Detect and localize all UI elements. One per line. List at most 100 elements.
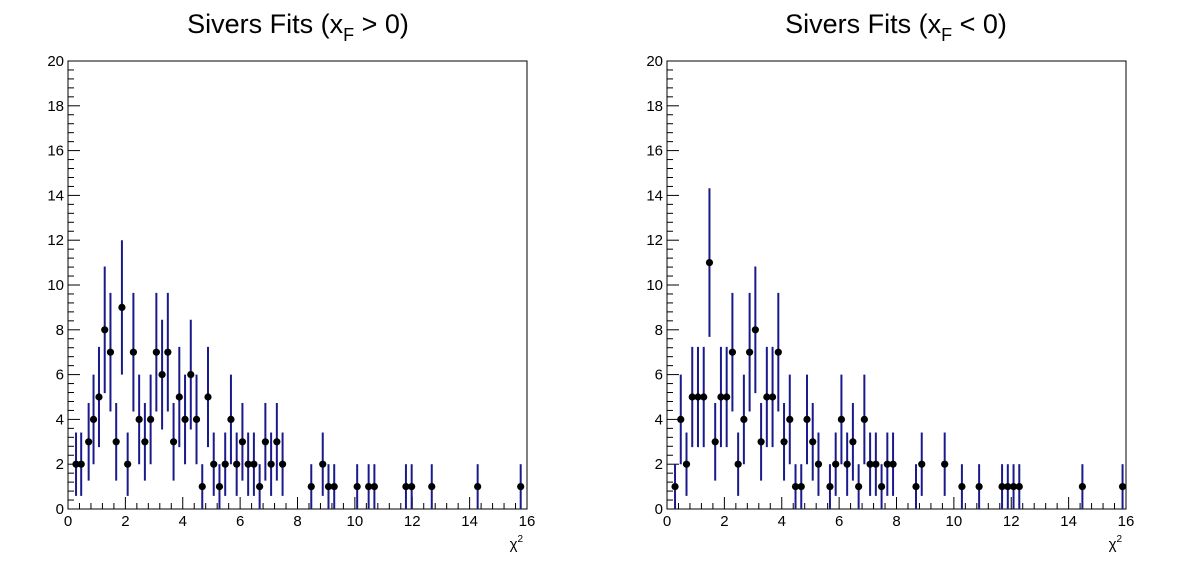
y-tick-label: 6 [655, 367, 663, 384]
data-point [118, 303, 126, 311]
chart-title-prefix: Sivers Fits (x [187, 9, 344, 39]
data-point [72, 460, 80, 468]
data-point [267, 460, 275, 468]
x-tick-label: 0 [663, 513, 671, 530]
chart-title-suffix: < 0) [952, 9, 1007, 39]
y-tick-label: 20 [47, 53, 64, 70]
data-point [175, 393, 183, 401]
data-point [365, 483, 373, 491]
data-point [768, 393, 777, 401]
data-point [135, 415, 143, 423]
data-point [866, 460, 874, 468]
data-point [843, 460, 851, 468]
data-point [757, 438, 765, 446]
data-point [238, 438, 247, 446]
data-point [814, 460, 823, 468]
data-point [763, 393, 771, 401]
data-point [215, 483, 224, 491]
y-tick-label: 0 [56, 501, 64, 518]
y-tick-label: 18 [646, 98, 663, 115]
data-point [233, 460, 241, 468]
y-tick-label: 14 [47, 187, 64, 204]
data-point [187, 371, 195, 379]
x-tick-label: 10 [946, 513, 963, 530]
data-point [677, 415, 685, 423]
x-tick-label: 0 [64, 513, 72, 530]
data-point [791, 483, 800, 491]
data-point [832, 460, 840, 468]
chart-title-subscript: F [343, 25, 354, 45]
data-point [106, 348, 115, 356]
x-tick-label: 12 [404, 513, 421, 530]
data-point [101, 326, 109, 334]
data-point [210, 460, 218, 468]
x-axis-label-superscript: 2 [1116, 534, 1122, 545]
x-tick-label: 14 [1060, 513, 1077, 530]
data-point [204, 393, 212, 401]
data-point [273, 438, 281, 446]
data-point [330, 483, 338, 491]
data-point [751, 326, 759, 334]
data-point [95, 393, 103, 401]
x-axis-label: χ2 [510, 534, 524, 553]
data-point [1078, 483, 1086, 491]
data-point [998, 483, 1006, 491]
data-point [192, 415, 201, 423]
left-histogram-panel: Sivers Fits (xF > 0) 0 2 4 6 8 10 12 14 16 0 2 4 6 8 10… [47, 9, 535, 553]
data-point [797, 483, 805, 491]
data-point [1118, 483, 1127, 491]
data-point [780, 438, 788, 446]
data-point [872, 460, 880, 468]
y-tick-label: 12 [47, 232, 64, 249]
data-point [877, 483, 886, 491]
data-point [129, 348, 138, 356]
data-point [728, 348, 737, 356]
data-point [860, 415, 868, 423]
x-tick-label: 6 [835, 513, 843, 530]
x-axis-label-superscript: 2 [517, 534, 523, 545]
data-point [837, 415, 846, 423]
data-point [324, 483, 333, 491]
data-point [164, 348, 172, 356]
y-tick-label: 8 [655, 322, 663, 339]
data-point [849, 438, 857, 446]
data-point [723, 393, 731, 401]
x-tick-label: 8 [892, 513, 900, 530]
data-point [889, 460, 897, 468]
y-tick-label: 4 [56, 411, 64, 428]
data-point [786, 415, 794, 423]
data-point [826, 483, 834, 491]
right-histogram-panel: Sivers Fits (xF < 0) 0 2 4 6 8 10 12 14 16 0 2 4 6 8 10… [646, 9, 1134, 553]
plot-frame [666, 60, 1127, 510]
x-axis-label: χ2 [1109, 534, 1123, 553]
y-tick-label: 2 [655, 456, 663, 473]
data-point [975, 483, 983, 491]
data-point [941, 460, 949, 468]
x-tick-label: 12 [1003, 513, 1020, 530]
data-point [682, 460, 691, 468]
data-point [244, 460, 252, 468]
chart-title-suffix: > 0) [354, 9, 409, 39]
data-point [147, 415, 155, 423]
data-point [278, 460, 287, 468]
y-tick-label: 8 [56, 322, 64, 339]
chart-title-prefix: Sivers Fits (x [785, 9, 942, 39]
data-point [158, 371, 166, 379]
x-tick-label: 4 [179, 513, 187, 530]
data-point [746, 348, 754, 356]
data-point [353, 483, 361, 491]
data-point [740, 415, 748, 423]
data-point [169, 438, 178, 446]
y-tick-label: 4 [655, 411, 663, 428]
data-point [85, 438, 93, 446]
data-point [1004, 483, 1012, 491]
data-point [918, 460, 926, 468]
x-tick-label: 8 [293, 513, 301, 530]
data-point [152, 348, 160, 356]
y-tick-label: 14 [646, 187, 663, 204]
y-tick-label: 0 [655, 501, 663, 518]
data-point [77, 460, 85, 468]
data-point [198, 483, 206, 491]
data-point [428, 483, 436, 491]
